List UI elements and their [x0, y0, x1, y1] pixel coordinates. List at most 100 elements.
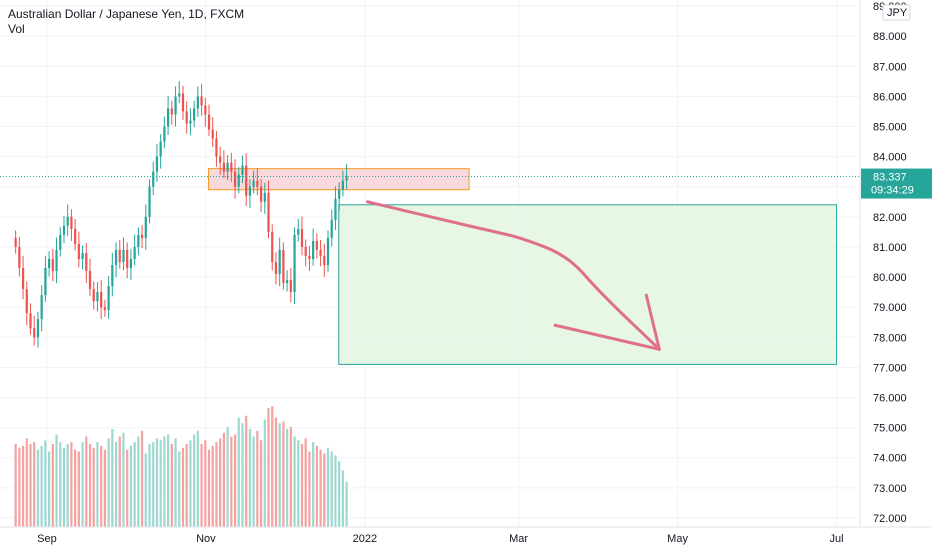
volume-bar [81, 442, 84, 527]
volume-bar [289, 427, 292, 527]
candle-body [107, 286, 110, 311]
volume-bar [181, 447, 185, 527]
candle-body [259, 186, 263, 202]
arrow-head-right-stroke [644, 293, 661, 351]
price-tick-label: 85.000 [873, 121, 907, 133]
price-tick-label: 74.000 [873, 453, 907, 465]
volume-bar [259, 440, 263, 527]
candle-body [47, 258, 51, 269]
candle-body [51, 258, 54, 272]
price-tick-label: 79.000 [873, 302, 907, 314]
volume-bar [178, 451, 181, 527]
price-tick-label: 82.000 [873, 212, 907, 224]
candle-body [189, 120, 192, 124]
volume-bar [111, 428, 114, 527]
price-tick-label: 72.000 [873, 513, 907, 525]
price-tick-label: 87.000 [873, 61, 907, 73]
volume-bar [252, 436, 255, 527]
volume-bar [148, 444, 151, 527]
time-axis[interactable]: Sep Nov 2022 Mar May Jul [0, 526, 932, 545]
price-tick-label: 78.000 [873, 332, 907, 344]
volume-bar [271, 406, 274, 527]
price-tick-label: 76.000 [873, 393, 907, 405]
price-tick-label: 75.000 [873, 423, 907, 435]
volume-bar [155, 438, 159, 527]
volume-bar [300, 444, 304, 527]
candle-body [33, 328, 36, 338]
candle-body [211, 129, 214, 139]
candle-body [256, 180, 259, 187]
candle-body [163, 126, 166, 142]
candle-body [133, 246, 136, 259]
volume-bar [159, 440, 162, 527]
volume-bar [74, 449, 77, 527]
current-price-label: 83.337 [873, 172, 907, 184]
volume-bar [29, 444, 32, 527]
trend-arrow-path [365, 200, 661, 351]
volume-bar [222, 432, 226, 527]
price-tick-label: 80.000 [873, 272, 907, 284]
candle-body [14, 237, 17, 247]
price-tick-label: 81.000 [873, 242, 907, 254]
volume-bar [245, 415, 248, 527]
volume-bar [55, 434, 58, 527]
volume-bar [100, 445, 103, 527]
candle-body [129, 258, 133, 269]
candle-body [59, 234, 62, 250]
volume-bar [338, 461, 341, 527]
volume-bar [59, 442, 62, 527]
time-tick-label: May [667, 533, 688, 545]
volume-bar [126, 449, 129, 527]
volume-bar [211, 445, 214, 527]
candle-body [215, 138, 218, 157]
candle-body [196, 96, 199, 109]
volume-bar [282, 421, 285, 527]
volume-bar [118, 436, 121, 527]
volume-bar [274, 417, 278, 527]
candle-body [282, 249, 285, 284]
volume-bar [200, 444, 203, 527]
volume-bar [77, 451, 80, 527]
symbol-title[interactable]: Australian Dollar / Japanese Yen, 1D, FX… [8, 7, 245, 21]
candle-body [29, 313, 32, 329]
volume-bar [204, 440, 207, 527]
candle-body [289, 280, 292, 293]
time-tick-label: Mar [509, 533, 528, 545]
volume-bar [25, 438, 28, 527]
candle-body [193, 108, 196, 121]
candle-body [323, 255, 326, 266]
candle-body [122, 249, 125, 262]
candle-body [100, 292, 103, 308]
candle-body [25, 289, 28, 314]
candle-body [237, 174, 240, 187]
candle-body [181, 93, 185, 112]
volume-bar [163, 436, 166, 527]
volume-bar [334, 455, 337, 527]
volume-indicator-label[interactable]: Vol [8, 22, 25, 36]
volume-bar [278, 423, 281, 527]
candle-body [304, 246, 307, 256]
volume-bar [152, 442, 155, 527]
price-tick-label: 86.000 [873, 91, 907, 103]
currency-badge-label: JPY [887, 7, 908, 19]
volume-bar [21, 445, 25, 527]
volume-bar [312, 442, 315, 527]
volume-bar [122, 432, 125, 527]
volume-bar [140, 430, 144, 527]
time-tick-label: Jul [830, 533, 844, 545]
candle-body [36, 319, 40, 338]
candle-body [166, 108, 170, 127]
candle-body [92, 289, 95, 302]
volume-bar [304, 438, 307, 527]
candle-body [308, 255, 311, 259]
candle-body [81, 252, 84, 259]
volume-bar [226, 427, 229, 527]
price-tick-label: 84.000 [873, 152, 907, 164]
volume-bar [51, 444, 54, 527]
chart-legend: Australian Dollar / Japanese Yen, 1D, FX… [8, 7, 244, 37]
volume-bar [215, 442, 218, 527]
volume-bar [88, 444, 92, 527]
price-axis[interactable]: 72.000 73.000 74.000 75.000 76.000 77.000 78.0… [859, 0, 932, 550]
candle-body [155, 156, 159, 172]
